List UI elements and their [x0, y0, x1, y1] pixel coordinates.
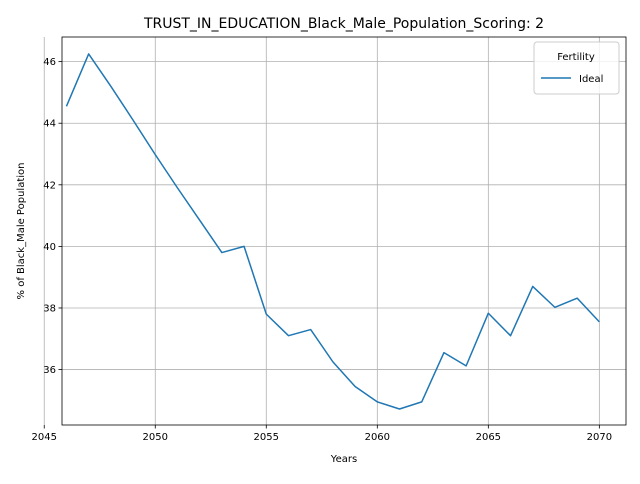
axis-ticks: 2045 2050 2055 2060 2065 2070 36 38 40 42 44 46	[32, 57, 613, 443]
x-tick-label: 2050	[143, 432, 168, 443]
y-tick-label: 40	[43, 242, 56, 253]
legend-title: Fertility	[557, 52, 595, 63]
chart-title: TRUST_IN_EDUCATION_Black_Male_Population…	[143, 16, 544, 32]
legend: Fertility Ideal	[533, 41, 620, 95]
legend-box	[533, 41, 620, 95]
x-tick-label: 2055	[254, 432, 279, 443]
x-tick-label: 2065	[476, 432, 501, 443]
series-line-ideal	[65, 53, 600, 410]
grid	[43, 37, 626, 425]
y-tick-label: 42	[43, 180, 56, 191]
y-tick-label: 44	[43, 119, 56, 130]
series-layer	[65, 53, 600, 410]
y-tick-label: 46	[43, 57, 56, 68]
y-axis-label: % of Black_Male Population	[16, 163, 27, 300]
x-tick-label: 2070	[587, 432, 612, 443]
y-tick-label: 36	[43, 365, 56, 376]
x-tick-label: 2045	[32, 432, 57, 443]
plot-area-frame	[61, 36, 627, 426]
legend-label-ideal: Ideal	[579, 74, 603, 85]
x-tick-label: 2060	[365, 432, 390, 443]
y-tick-label: 38	[43, 303, 56, 314]
x-axis-label: Years	[330, 454, 357, 465]
